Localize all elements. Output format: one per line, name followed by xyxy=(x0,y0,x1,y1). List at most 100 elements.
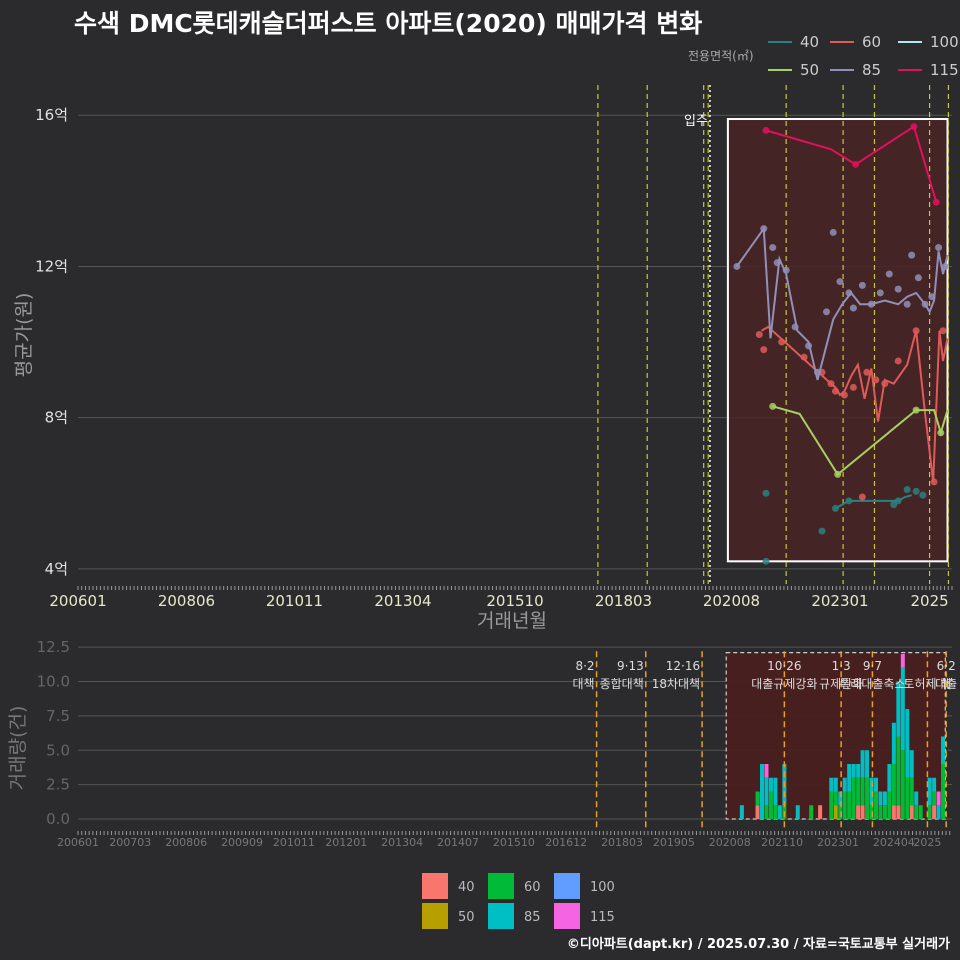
volume-bar-85 xyxy=(891,722,896,764)
series-point-115 xyxy=(910,123,918,131)
bar-legend-label-100: 100 xyxy=(590,880,615,895)
volume-y-axis-title: 거래량(건) xyxy=(7,706,29,791)
legend-label-50: 50 xyxy=(800,61,819,79)
series-point-60 xyxy=(858,493,866,501)
bar-legend-label-60: 60 xyxy=(524,880,541,895)
volume-bar-85 xyxy=(909,750,914,778)
series-point-60 xyxy=(912,327,920,335)
bar-legend-swatch-40 xyxy=(422,873,448,899)
policy-date-label: 6·2 xyxy=(937,659,956,673)
series-point-85 xyxy=(829,228,837,236)
series-point-60 xyxy=(831,387,839,395)
legend-label-115: 115 xyxy=(930,61,959,79)
volume-bar-60 xyxy=(878,805,883,819)
volume-bar-85 xyxy=(851,764,856,778)
legend-label-100: 100 xyxy=(930,33,959,51)
price-y-tick-label: 8억 xyxy=(45,409,68,427)
volume-x-tick-label: 200601 xyxy=(57,836,99,849)
series-point-60 xyxy=(939,327,947,335)
series-point-85 xyxy=(921,300,929,308)
price-x-tick-label: 200601 xyxy=(49,592,106,610)
volume-bar-40 xyxy=(856,805,861,819)
bar-legend-label-85: 85 xyxy=(524,910,541,925)
series-point-50 xyxy=(834,470,842,478)
volume-bar-40 xyxy=(818,805,823,819)
policy-date-label: 9·7 xyxy=(863,659,882,673)
volume-bar-60 xyxy=(851,777,856,819)
bar-legend-label-50: 50 xyxy=(458,910,475,925)
bar-legend-swatch-115 xyxy=(554,903,580,929)
series-point-50 xyxy=(912,406,920,414)
series-point-85 xyxy=(805,342,813,350)
series-point-85 xyxy=(885,270,893,278)
series-point-60 xyxy=(778,338,786,346)
chart-title: 수색 DMC롯데캐슬더퍼스트 아파트(2020) 매매가격 변화 xyxy=(74,9,703,38)
bar-legend-swatch-85 xyxy=(488,903,514,929)
price-x-tick-label: 202301 xyxy=(811,592,868,610)
volume-bar-85 xyxy=(927,777,932,806)
policy-date-label: 9·13 xyxy=(617,659,644,673)
series-point-40 xyxy=(762,557,770,565)
series-point-40 xyxy=(903,485,911,493)
series-point-85 xyxy=(894,285,902,293)
volume-bar-60 xyxy=(773,805,778,819)
volume-bar-60 xyxy=(869,805,874,819)
volume-bar-85 xyxy=(905,709,910,778)
volume-bar-85 xyxy=(932,777,937,792)
volume-bar-85 xyxy=(847,764,852,792)
volume-bar-60 xyxy=(882,805,887,819)
volume-bar-85 xyxy=(865,750,870,778)
price-x-tick-label: 201304 xyxy=(374,592,431,610)
volume-bar-60 xyxy=(838,805,843,819)
volume-x-tick-label: 201011 xyxy=(273,836,315,849)
volume-bar-60 xyxy=(768,791,773,819)
volume-bar-60 xyxy=(941,764,946,819)
series-point-115 xyxy=(762,126,770,134)
volume-bar-85 xyxy=(941,736,946,764)
volume-bar-60 xyxy=(842,791,847,819)
volume-x-tick-label: 202008 xyxy=(709,836,751,849)
series-point-40 xyxy=(919,491,927,499)
volume-bar-85 xyxy=(764,777,769,806)
legend-label-40: 40 xyxy=(800,33,819,51)
volume-bar-85 xyxy=(833,777,838,792)
volume-bar-60 xyxy=(918,805,923,819)
price-highlight-box xyxy=(726,118,949,563)
policy-name-label: 18차대책 xyxy=(652,676,700,691)
volume-bar-85 xyxy=(768,777,773,792)
policy-date-label: 1·3 xyxy=(832,659,851,673)
volume-bar-40 xyxy=(755,805,760,819)
series-point-85 xyxy=(773,259,781,267)
volume-bar-40 xyxy=(891,805,896,819)
bar-legend-swatch-100 xyxy=(554,873,580,899)
volume-x-tick-label: 201304 xyxy=(381,836,423,849)
series-point-50 xyxy=(937,429,945,437)
bar-legend-swatch-50 xyxy=(422,903,448,929)
price-x-tick-label: 200806 xyxy=(158,592,215,610)
volume-bar-115 xyxy=(764,764,769,778)
series-point-60 xyxy=(872,376,880,384)
series-point-60 xyxy=(863,368,871,376)
bar-legend-label-115: 115 xyxy=(590,910,615,925)
policy-name-label: 대책 xyxy=(572,676,594,691)
series-point-40 xyxy=(762,489,770,497)
bar-legend-swatch-60 xyxy=(488,873,514,899)
series-point-115 xyxy=(852,160,860,168)
volume-bar-60 xyxy=(847,791,852,819)
price-chart: 4억 8억 12억 16억 입주 200601 200806 201011 201304 2015… xyxy=(13,33,959,632)
series-point-85 xyxy=(903,300,911,308)
volume-bar-60 xyxy=(874,791,878,819)
movein-annotation: 입주 xyxy=(684,114,708,129)
series-point-85 xyxy=(845,289,853,297)
volume-x-tick-label: 200703 xyxy=(109,836,151,849)
volume-bar-85 xyxy=(773,777,778,806)
volume-x-tick-label: 201510 xyxy=(493,836,535,849)
volume-bar-60 xyxy=(909,777,914,806)
series-point-60 xyxy=(827,380,835,388)
volume-bar-85 xyxy=(860,750,865,778)
volume-bar-60 xyxy=(755,791,760,806)
series-point-85 xyxy=(935,244,943,252)
volume-bar-50 xyxy=(833,805,838,819)
volume-x-tick-label: 201407 xyxy=(437,836,479,849)
volume-y-tick-label: 5.0 xyxy=(46,741,70,759)
